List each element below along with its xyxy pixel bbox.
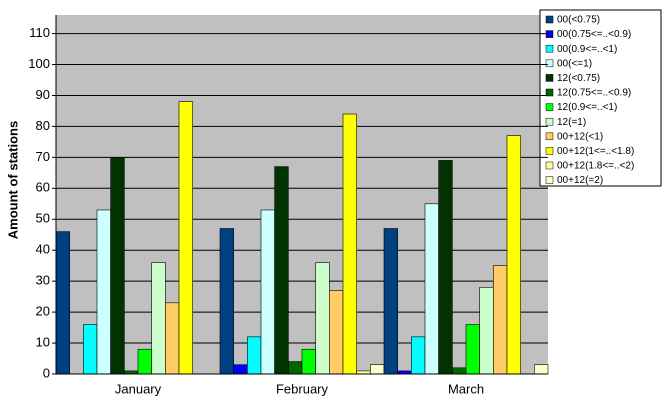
bar <box>55 231 70 375</box>
bar <box>342 113 357 375</box>
bar <box>165 302 180 375</box>
y-tick-label: 70 <box>36 149 50 164</box>
legend-label: 00(0.75<=..<0.9) <box>557 29 631 40</box>
legend-box <box>539 9 662 187</box>
legend-swatch <box>545 88 554 97</box>
y-tick-label: 40 <box>36 242 50 257</box>
bar <box>534 364 549 375</box>
bar <box>233 364 248 375</box>
bar <box>411 336 426 375</box>
bar <box>370 364 385 375</box>
bar <box>479 287 494 375</box>
bar <box>178 101 193 375</box>
x-tick-label: March <box>448 381 484 396</box>
bar <box>301 348 316 375</box>
legend-swatch <box>545 103 554 111</box>
legend-swatch <box>545 74 554 82</box>
bar <box>137 348 152 375</box>
legend-swatch <box>545 147 554 155</box>
legend-label: 00(0.9<=..<1) <box>557 44 617 55</box>
bar <box>288 361 303 375</box>
y-tick-label: 80 <box>36 118 50 133</box>
legend-label: 12(=1) <box>557 117 586 128</box>
x-tick-label: February <box>276 381 329 396</box>
y-tick-label: 10 <box>36 334 50 349</box>
y-tick-label: 50 <box>36 211 50 226</box>
legend-swatch <box>545 161 554 170</box>
y-tick-label: 0 <box>43 365 50 380</box>
x-tick-label: January <box>115 381 162 396</box>
y-tick-label: 30 <box>36 273 50 288</box>
bar <box>274 166 289 375</box>
y-tick-label: 60 <box>36 180 50 195</box>
y-tick-label: 100 <box>28 56 50 71</box>
legend-swatch <box>545 132 554 141</box>
bar <box>329 290 344 375</box>
bar <box>96 209 111 375</box>
legend-swatch <box>545 44 554 53</box>
legend-label: 12(<0.75) <box>557 73 600 84</box>
legend-swatch <box>545 30 554 38</box>
y-tick-label: 90 <box>36 87 50 102</box>
bar <box>383 228 398 375</box>
y-tick-label: 20 <box>36 304 50 319</box>
bar <box>260 209 275 375</box>
bar <box>315 262 330 375</box>
bar <box>219 228 234 375</box>
bar <box>151 262 166 375</box>
bar <box>438 160 453 375</box>
legend-label: 00+12(<1) <box>557 131 603 142</box>
bar <box>493 265 508 375</box>
legend-label: 00+12(1<=..<1.8) <box>557 146 634 157</box>
bar <box>424 203 439 375</box>
bar <box>83 324 98 375</box>
y-tick-label: 110 <box>29 25 50 40</box>
legend-swatch <box>545 117 554 126</box>
legend-label: 12(0.75<=..<0.9) <box>557 88 631 99</box>
legend-swatch <box>545 176 554 184</box>
legend-label: 00(<=1) <box>557 58 592 69</box>
bar <box>506 135 521 375</box>
legend-swatch <box>545 15 554 24</box>
bar <box>247 336 262 375</box>
legend-swatch <box>545 59 554 68</box>
bar <box>452 367 467 375</box>
y-axis-label: Amount of stations <box>5 121 20 239</box>
legend: 00(<0.75) 00(0.75<=..<0.9) 00(0.9<=..<1) 00… <box>539 9 662 187</box>
legend-label: 12(0.9<=..<1) <box>557 102 617 113</box>
legend-label: 00+12(=2) <box>557 175 603 186</box>
legend-label: 00(<0.75) <box>557 15 600 26</box>
bar <box>465 324 480 375</box>
plot-area <box>56 15 548 374</box>
bar <box>110 157 125 375</box>
legend-label: 00+12(1.8<=..<2) <box>557 161 634 172</box>
